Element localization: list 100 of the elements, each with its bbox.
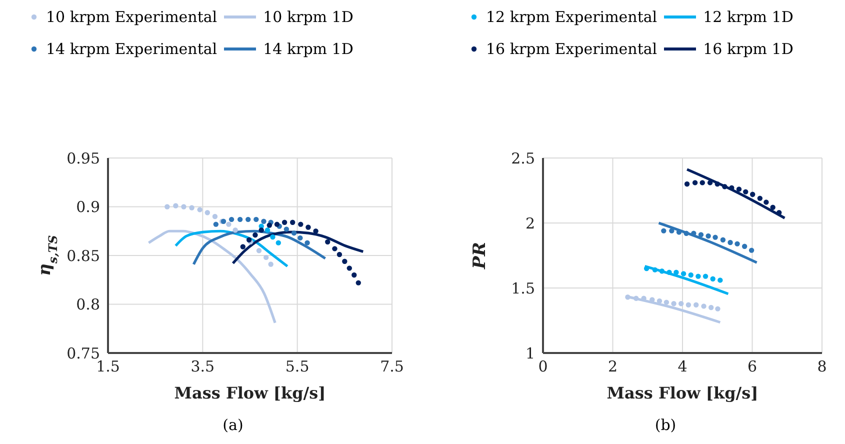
point <box>714 181 720 187</box>
point <box>734 241 740 246</box>
point <box>313 228 318 234</box>
legend-label: 12 krpm Experimental <box>486 8 658 26</box>
point <box>298 222 304 227</box>
y-tick-label: 0.85 <box>66 246 100 265</box>
point <box>729 185 734 190</box>
legend-label: 10 krpm Experimental <box>46 8 218 26</box>
point <box>212 214 218 220</box>
point <box>722 184 728 190</box>
y-tick-label: 2.5 <box>511 149 535 168</box>
point <box>256 248 262 254</box>
point <box>306 224 311 230</box>
x-tick-label: 3.5 <box>190 358 215 376</box>
point <box>276 240 281 246</box>
point <box>356 280 361 286</box>
legend-label: 10 krpm 1D <box>263 8 354 26</box>
point <box>692 180 698 186</box>
point <box>680 271 686 276</box>
point <box>304 240 310 246</box>
point <box>336 252 342 258</box>
point <box>715 306 720 312</box>
point <box>736 186 742 192</box>
line-series <box>147 230 276 324</box>
point <box>164 204 170 210</box>
point <box>291 230 297 236</box>
point <box>661 228 666 234</box>
point <box>742 244 748 249</box>
point <box>720 237 726 242</box>
text: (b) <box>654 416 678 434</box>
point <box>700 180 705 186</box>
y-tick-label: 0.9 <box>76 198 100 216</box>
point <box>748 248 754 253</box>
point <box>240 244 246 250</box>
point <box>254 216 259 222</box>
point <box>671 301 676 306</box>
line-series <box>232 230 364 265</box>
point <box>228 216 234 222</box>
point <box>659 268 665 274</box>
point <box>718 278 723 283</box>
point <box>701 304 706 309</box>
point <box>284 226 290 232</box>
y-tick-label: 2 <box>525 214 535 232</box>
legend-label: 14 krpm Experimental <box>46 40 218 58</box>
point <box>197 207 202 212</box>
point <box>332 246 338 252</box>
point <box>666 270 672 275</box>
point <box>702 274 708 279</box>
point <box>342 258 348 264</box>
point <box>258 228 264 233</box>
line-series <box>174 230 289 268</box>
point <box>204 210 210 216</box>
point <box>694 302 699 308</box>
point <box>688 272 694 278</box>
point <box>266 222 272 228</box>
point <box>325 239 330 244</box>
point <box>652 267 658 272</box>
x-tick-label: 0 <box>538 358 548 376</box>
point <box>684 230 689 236</box>
point <box>656 298 662 304</box>
point <box>764 200 769 205</box>
point <box>674 270 679 275</box>
x-axis-title: Mass Flow [kg/s] <box>606 383 758 402</box>
point <box>669 228 674 234</box>
point <box>686 302 692 308</box>
legend-label: 14 krpm 1D <box>263 40 354 58</box>
point <box>189 205 194 210</box>
text: (a) <box>222 416 244 434</box>
legend-label: 16 krpm Experimental <box>486 40 658 58</box>
x-tick-label: 8 <box>817 358 827 376</box>
point <box>664 300 670 305</box>
point <box>698 232 704 238</box>
x-axis-title: Mass Flow [kg/s] <box>174 383 326 402</box>
point <box>678 301 684 306</box>
point <box>696 274 701 279</box>
point <box>173 203 178 208</box>
point <box>181 204 186 210</box>
point <box>274 222 280 227</box>
x-tick-label: 2 <box>608 358 618 376</box>
point <box>684 181 690 187</box>
legend-label: 12 krpm 1D <box>703 8 794 26</box>
point <box>710 276 716 282</box>
point <box>252 232 258 238</box>
point <box>706 233 711 239</box>
point <box>712 234 718 240</box>
x-tick-label: 4 <box>678 358 688 376</box>
point <box>246 216 251 222</box>
point <box>268 262 274 267</box>
y-axis-title: PR <box>470 242 490 270</box>
point <box>282 220 288 225</box>
point <box>346 266 352 271</box>
point <box>707 180 713 186</box>
y-tick-label: 1 <box>525 344 535 362</box>
point <box>263 254 269 260</box>
point <box>634 296 639 301</box>
point <box>750 192 756 197</box>
legend-label: 16 krpm 1D <box>703 40 794 58</box>
point <box>232 228 238 233</box>
point <box>264 228 270 233</box>
point <box>352 272 357 278</box>
